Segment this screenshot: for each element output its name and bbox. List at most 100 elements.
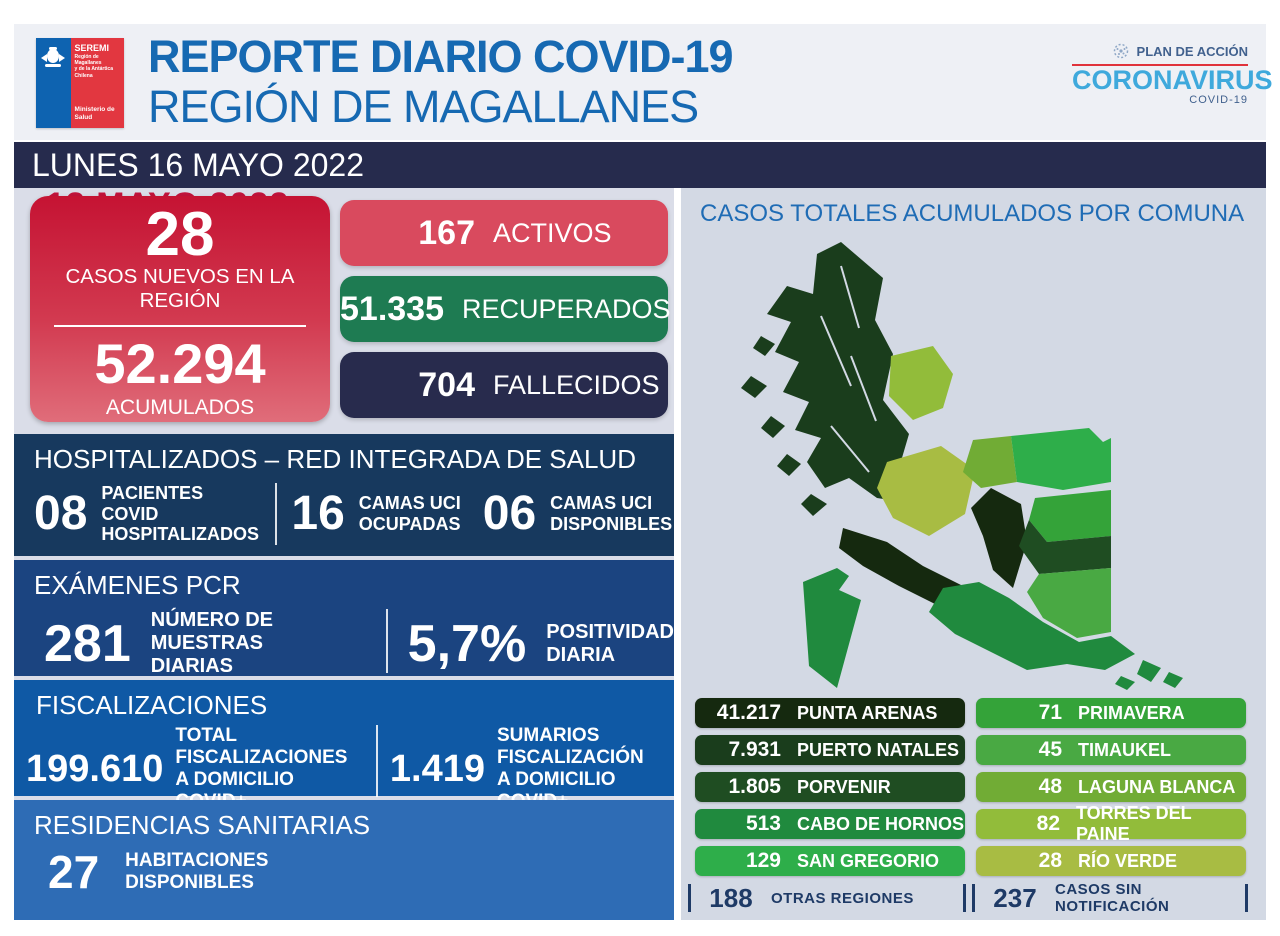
active-cases-chip: 167 ACTIVOS <box>340 200 668 266</box>
map-islet <box>741 376 767 398</box>
logo-ministry-text: Ministerio de Salud <box>74 106 115 122</box>
map-islet <box>1115 676 1135 690</box>
deceased-cases-value: 704 <box>418 365 475 404</box>
fjord-lines <box>820 265 877 473</box>
comuna-name: PORVENIR <box>797 776 891 797</box>
report-title: REPORTE DIARIO COVID-19 REGIÓN DE MAGALL… <box>148 31 734 133</box>
daily-samples-label: NÚMERO DE MUESTRAS DIARIAS <box>150 609 273 677</box>
map-region-timaukel <box>1027 568 1111 638</box>
plan-de-accion-label: PLAN DE ACCIÓN <box>1136 43 1248 59</box>
map-islet <box>753 336 775 356</box>
date-banner: LUNES 16 MAYO 2022 <box>14 142 1266 188</box>
hospitalized-patients-value: 08 <box>34 487 88 541</box>
daily-positivity-value: 5,7% <box>407 614 527 673</box>
hospitalized-section: HOSPITALIZADOS – RED INTEGRADA DE SALUD … <box>14 434 674 556</box>
comuna-value: 45 <box>1038 738 1062 761</box>
comuna-value: 41.217 <box>716 701 781 724</box>
footnote-bar <box>963 884 966 912</box>
comuna-name: PRIMAVERA <box>1078 702 1185 723</box>
virus-icon <box>1113 43 1128 59</box>
footnote-bar <box>1245 884 1248 912</box>
comuna-chip-cabo-de-hornos: 513 CABO DE HORNOS <box>695 809 965 839</box>
daily-samples-value: 281 <box>44 614 131 673</box>
map-region-primavera <box>1029 490 1111 542</box>
report-title-line2: REGIÓN DE MAGALLANES <box>148 81 699 133</box>
comuna-value: 28 <box>1038 849 1062 872</box>
comuna-chip-san-gregorio: 129 SAN GREGORIO <box>695 846 965 876</box>
pcr-section: EXÁMENES PCR 281 NÚMERO DE MUESTRAS DIAR… <box>14 560 674 677</box>
inspections-section-title: FISCALIZACIONES <box>36 690 268 720</box>
deceased-cases-chip: 704 FALLECIDOS <box>340 352 668 418</box>
new-cases-card: 28 CASOS NUEVOS EN LA REGIÓN 52.294 ACUM… <box>30 196 330 422</box>
comuna-value: 513 <box>745 812 781 835</box>
comuna-value: 82 <box>1036 812 1060 835</box>
logo-red-panel: SEREMI Región de Magallanes y de la Antá… <box>70 38 124 128</box>
recovered-cases-chip: 51.335 RECUPERADOS <box>340 276 671 342</box>
residences-section-title: RESIDENCIAS SANITARIAS <box>34 810 371 840</box>
map-region-laguna-blanca <box>963 436 1017 488</box>
active-cases-value: 167 <box>418 213 475 252</box>
icu-beds-occupied-label: CAMAS UCI OCUPADAS <box>358 493 461 535</box>
header-band <box>14 24 1266 140</box>
comuna-value: 129 <box>745 849 781 872</box>
comuna-name: LAGUNA BLANCA <box>1078 776 1236 797</box>
map-region-antartica <box>803 568 861 688</box>
active-cases-label: ACTIVOS <box>493 217 612 248</box>
comuna-chip-puerto-natales: 7.931 PUERTO NATALES <box>695 735 965 765</box>
comuna-chip-rio-verde: 28 RÍO VERDE <box>976 846 1246 876</box>
comuna-name: RÍO VERDE <box>1078 850 1178 871</box>
covid19-sublabel: COVID-19 <box>1189 94 1248 107</box>
unnotified-cases-row: 237 CASOS SIN NOTIFICACIÓN <box>972 881 1248 915</box>
map-region-torres-del-paine <box>889 346 953 420</box>
inspection-summaries-value: 1.419 <box>389 747 485 790</box>
comuna-chip-laguna-blanca: 48 LAGUNA BLANCA <box>976 772 1246 802</box>
unnotified-cases-label: CASOS SIN NOTIFICACIÓN <box>1055 881 1170 915</box>
comuna-name: SAN GREGORIO <box>797 850 940 871</box>
inspection-summaries-label: SUMARIOS FISCALIZACIÓN A DOMICILIO COVID… <box>496 725 644 812</box>
icu-beds-available-label: CAMAS UCI DISPONIBLES <box>550 493 673 535</box>
deceased-cases-label: FALLECIDOS <box>493 369 660 400</box>
daily-positivity-label: POSITIVIDAD DIARIA <box>546 620 674 666</box>
card-divider <box>54 325 306 328</box>
comuna-name: PUERTO NATALES <box>797 739 960 760</box>
footnote-bar <box>972 884 975 912</box>
comuna-name: CABO DE HORNOS <box>797 813 965 834</box>
recovered-cases-value: 51.335 <box>340 289 444 328</box>
map-region-san-gregorio <box>1011 428 1111 490</box>
new-cases-value: 28 <box>145 200 215 269</box>
other-regions-label: OTRAS REGIONES <box>771 889 914 907</box>
comuna-totals-list: 41.217 PUNTA ARENAS 7.931 PUERTO NATALES… <box>695 698 1247 876</box>
accumulated-cases-label: ACUMULADOS <box>105 395 255 419</box>
comuna-chip-torres-del-paine: 82 TORRES DEL PAINE <box>976 803 1246 844</box>
logo-region-line1: Región de Magallanes <box>74 53 102 67</box>
map-islet <box>801 494 827 516</box>
footnote-bar <box>688 884 691 912</box>
hospitalized-patients-label: PACIENTES COVID HOSPITALIZADOS <box>101 483 260 545</box>
logo-seremi-text: SEREMI <box>74 43 110 53</box>
report-title-line1: REPORTE DIARIO COVID-19 <box>148 31 734 82</box>
available-rooms-label: HABITACIONES DISPONIBLES <box>125 850 269 893</box>
available-rooms-value: 27 <box>48 846 100 898</box>
map-islet <box>1163 672 1183 688</box>
coronavirus-action-plan-badge: PLAN DE ACCIÓN CORONAVIRUS COVID-19 <box>1072 40 1273 107</box>
hospitalized-section-title: HOSPITALIZADOS – RED INTEGRADA DE SALUD <box>34 444 636 474</box>
unnotified-cases-value: 237 <box>993 882 1037 913</box>
section-divider <box>275 483 278 545</box>
logo-blue-panel <box>36 38 71 128</box>
comuna-value: 1.805 <box>728 775 781 798</box>
pcr-section-title: EXÁMENES PCR <box>34 570 241 600</box>
total-inspections-value: 199.610 <box>26 747 164 790</box>
map-region-rio-verde <box>877 446 975 536</box>
comuna-value: 71 <box>1038 701 1062 724</box>
comuna-value: 48 <box>1038 775 1062 798</box>
map-islet <box>777 454 801 476</box>
ministry-of-health-logo: SEREMI Región de Magallanes y de la Antá… <box>36 38 124 128</box>
comuna-name: TIMAUKEL <box>1078 739 1171 760</box>
recovered-cases-label: RECUPERADOS <box>462 293 671 324</box>
map-islet <box>761 416 785 438</box>
residences-section: RESIDENCIAS SANITARIAS 27 HABITACIONES D… <box>14 800 674 920</box>
other-regions-row: 188 OTRAS REGIONES <box>688 882 966 914</box>
accumulated-cases-value: 52.294 <box>94 332 266 396</box>
magallanes-comuna-map <box>741 242 1183 690</box>
comuna-chip-primavera: 71 PRIMAVERA <box>976 698 1246 728</box>
